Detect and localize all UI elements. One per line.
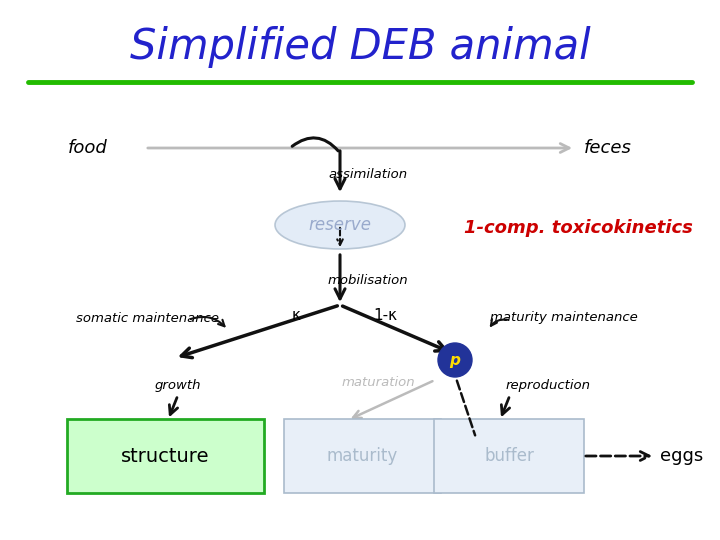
Text: reproduction: reproduction xyxy=(505,379,590,392)
FancyBboxPatch shape xyxy=(434,419,584,493)
Text: somatic maintenance: somatic maintenance xyxy=(76,312,220,325)
Text: maturity: maturity xyxy=(326,447,397,465)
FancyBboxPatch shape xyxy=(284,419,441,493)
Text: eggs: eggs xyxy=(660,447,703,465)
Text: 1-comp. toxicokinetics: 1-comp. toxicokinetics xyxy=(464,219,693,237)
Text: Simplified DEB animal: Simplified DEB animal xyxy=(130,26,590,68)
Text: 1-κ: 1-κ xyxy=(373,307,397,322)
Text: assimilation: assimilation xyxy=(328,168,408,181)
Text: growth: growth xyxy=(155,379,202,392)
Text: structure: structure xyxy=(121,447,210,465)
Text: reserve: reserve xyxy=(308,216,372,234)
Text: feces: feces xyxy=(584,139,632,157)
Ellipse shape xyxy=(275,201,405,249)
FancyBboxPatch shape xyxy=(67,419,264,493)
Text: maturation: maturation xyxy=(341,376,415,389)
Text: mobilisation: mobilisation xyxy=(328,273,408,287)
Text: maturity maintenance: maturity maintenance xyxy=(490,312,638,325)
Text: κ: κ xyxy=(292,307,300,322)
Text: buffer: buffer xyxy=(484,447,534,465)
Text: p: p xyxy=(449,353,460,368)
Circle shape xyxy=(438,343,472,377)
Text: food: food xyxy=(68,139,108,157)
